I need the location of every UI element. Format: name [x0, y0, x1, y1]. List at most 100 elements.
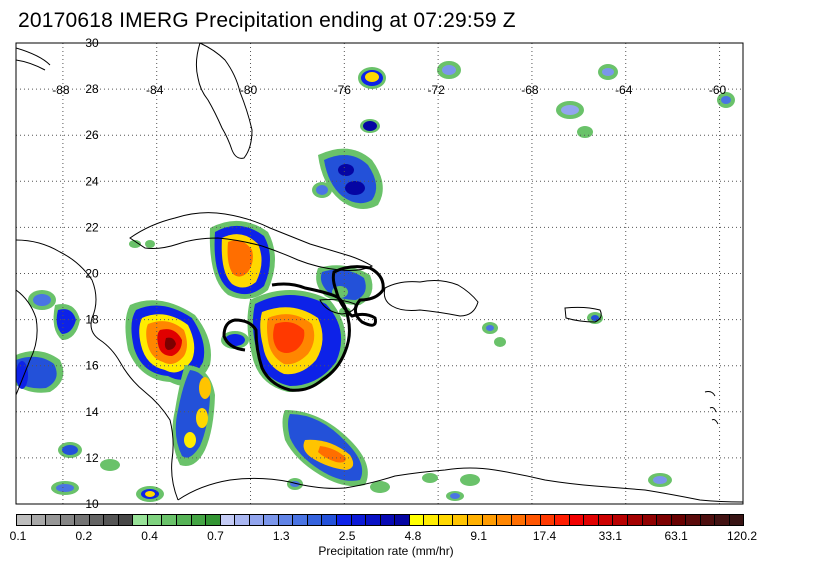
colorbar-tick-label: 2.5 [338, 529, 356, 543]
latitude-label: 14 [85, 405, 99, 419]
coast-florida [195, 43, 253, 159]
colorbar-tick-label: 1.3 [272, 529, 290, 543]
colorbar-cell [191, 515, 207, 525]
colorbar-tick-label: 17.4 [532, 529, 557, 543]
colorbar-cell [104, 515, 119, 525]
colorbar-tick-label: 9.1 [470, 529, 488, 543]
precip-cell-honduras-chain [172, 365, 215, 466]
colorbar-cell [206, 515, 221, 525]
precip-cell-yucatan [16, 290, 164, 502]
map-title: 20170618 IMERG Precipitation ending at 0… [18, 9, 516, 32]
latitude-labels: 30 28 26 24 22 20 18 16 14 12 10 [85, 36, 99, 511]
coast-cuba [129, 212, 374, 271]
colorbar-tick-label: 0.1 [9, 529, 27, 543]
coast-puerto-rico [564, 306, 602, 323]
colorbar-cell [686, 515, 701, 525]
colorbar-cell [249, 515, 265, 525]
precip-cell-cuba-west [209, 220, 275, 299]
colorbar-cell [729, 515, 744, 525]
colorbar-cell [31, 515, 47, 525]
latitude-label: 22 [85, 220, 99, 234]
colorbar-cell [307, 515, 323, 525]
colorbar-cell [322, 515, 338, 525]
longitude-label: -72 [427, 83, 445, 97]
colorbar-cell [526, 515, 541, 525]
colorbar-cell [351, 515, 367, 525]
colorbar-cell [467, 515, 483, 525]
precip-cell-bahamas [312, 67, 386, 209]
colorbar-cell [409, 515, 425, 525]
longitude-label: -84 [146, 83, 164, 97]
longitude-labels: -88 -84 -80 -76 -72 -68 -64 -60 [52, 83, 726, 97]
longitude-label: -60 [709, 83, 727, 97]
coast-hispaniola [383, 280, 479, 317]
precip-cell-colombia-coast [282, 410, 368, 487]
colorbar-cell [177, 515, 192, 525]
colorbar-cell [569, 515, 585, 525]
precip-cells [16, 61, 735, 502]
colorbar-cell [453, 515, 468, 525]
latitude-label: 18 [85, 313, 99, 327]
colorbar-tick-label: 120.2 [726, 529, 758, 543]
latitude-label: 12 [85, 451, 99, 465]
colorbar-cell [497, 515, 512, 525]
latitude-label: 24 [85, 174, 99, 188]
map-grid [16, 43, 743, 504]
colorbar-tick-label: 4.8 [404, 529, 422, 543]
colorbar-tick-label: 0.2 [75, 529, 93, 543]
colorbar-cell [278, 515, 294, 525]
colorbar-tick-label: 0.4 [141, 529, 158, 543]
colorbar-cell [584, 515, 599, 525]
colorbar-label: Precipitation rate (mm/hr) [318, 544, 454, 558]
colorbar [16, 514, 744, 526]
coastlines [16, 43, 743, 503]
colorbar-tick-label: 63.1 [664, 529, 688, 543]
colorbar-cell [235, 515, 250, 525]
latitude-label: 30 [85, 36, 99, 50]
latitude-label: 28 [85, 82, 99, 96]
longitude-label: -68 [521, 83, 539, 97]
longitude-label: -76 [334, 83, 352, 97]
colorbar-cell [264, 515, 279, 525]
colorbar-cell [700, 515, 716, 525]
latitude-label: 16 [85, 359, 99, 373]
precip-cells-scattered [129, 61, 735, 501]
colorbar-cell [715, 515, 730, 525]
colorbar-cell [162, 515, 178, 525]
colorbar-cell [380, 515, 396, 525]
colorbar-label-wrap: Precipitation rate (mm/hr) [0, 544, 826, 558]
colorbar-cell [627, 515, 643, 525]
longitude-label: -88 [52, 83, 70, 97]
colorbar-cell [613, 515, 628, 525]
longitude-label: -80 [240, 83, 258, 97]
colorbar-cell [118, 515, 134, 525]
colorbar-cell [147, 515, 163, 525]
colorbar-cell [366, 515, 381, 525]
colorbar-cell [424, 515, 439, 525]
precip-cell-jamaica [221, 290, 346, 392]
precip-cell-central-america [125, 300, 211, 386]
latitude-label: 10 [85, 497, 99, 511]
longitude-label: -64 [615, 83, 633, 97]
colorbar-cell [133, 515, 148, 525]
colorbar-cell [540, 515, 556, 525]
colorbar-cell [337, 515, 352, 525]
colorbar-cell [438, 515, 454, 525]
colorbar-cell [75, 515, 90, 525]
latitude-label: 20 [85, 267, 99, 281]
coast-central-america [16, 239, 179, 501]
colorbar-cell [46, 515, 61, 525]
latitude-label: 26 [85, 128, 99, 142]
colorbar-cell [657, 515, 672, 525]
colorbar-cell [642, 515, 658, 525]
colorbar-cell [555, 515, 570, 525]
colorbar-cell [598, 515, 614, 525]
colorbar-tick-label: 33.1 [598, 529, 623, 543]
coast-gulf [16, 47, 51, 71]
colorbar-cell [17, 515, 32, 525]
colorbar-cell [220, 515, 236, 525]
storm-contour [222, 265, 385, 392]
colorbar-cell [293, 515, 308, 525]
colorbar-cell [511, 515, 527, 525]
